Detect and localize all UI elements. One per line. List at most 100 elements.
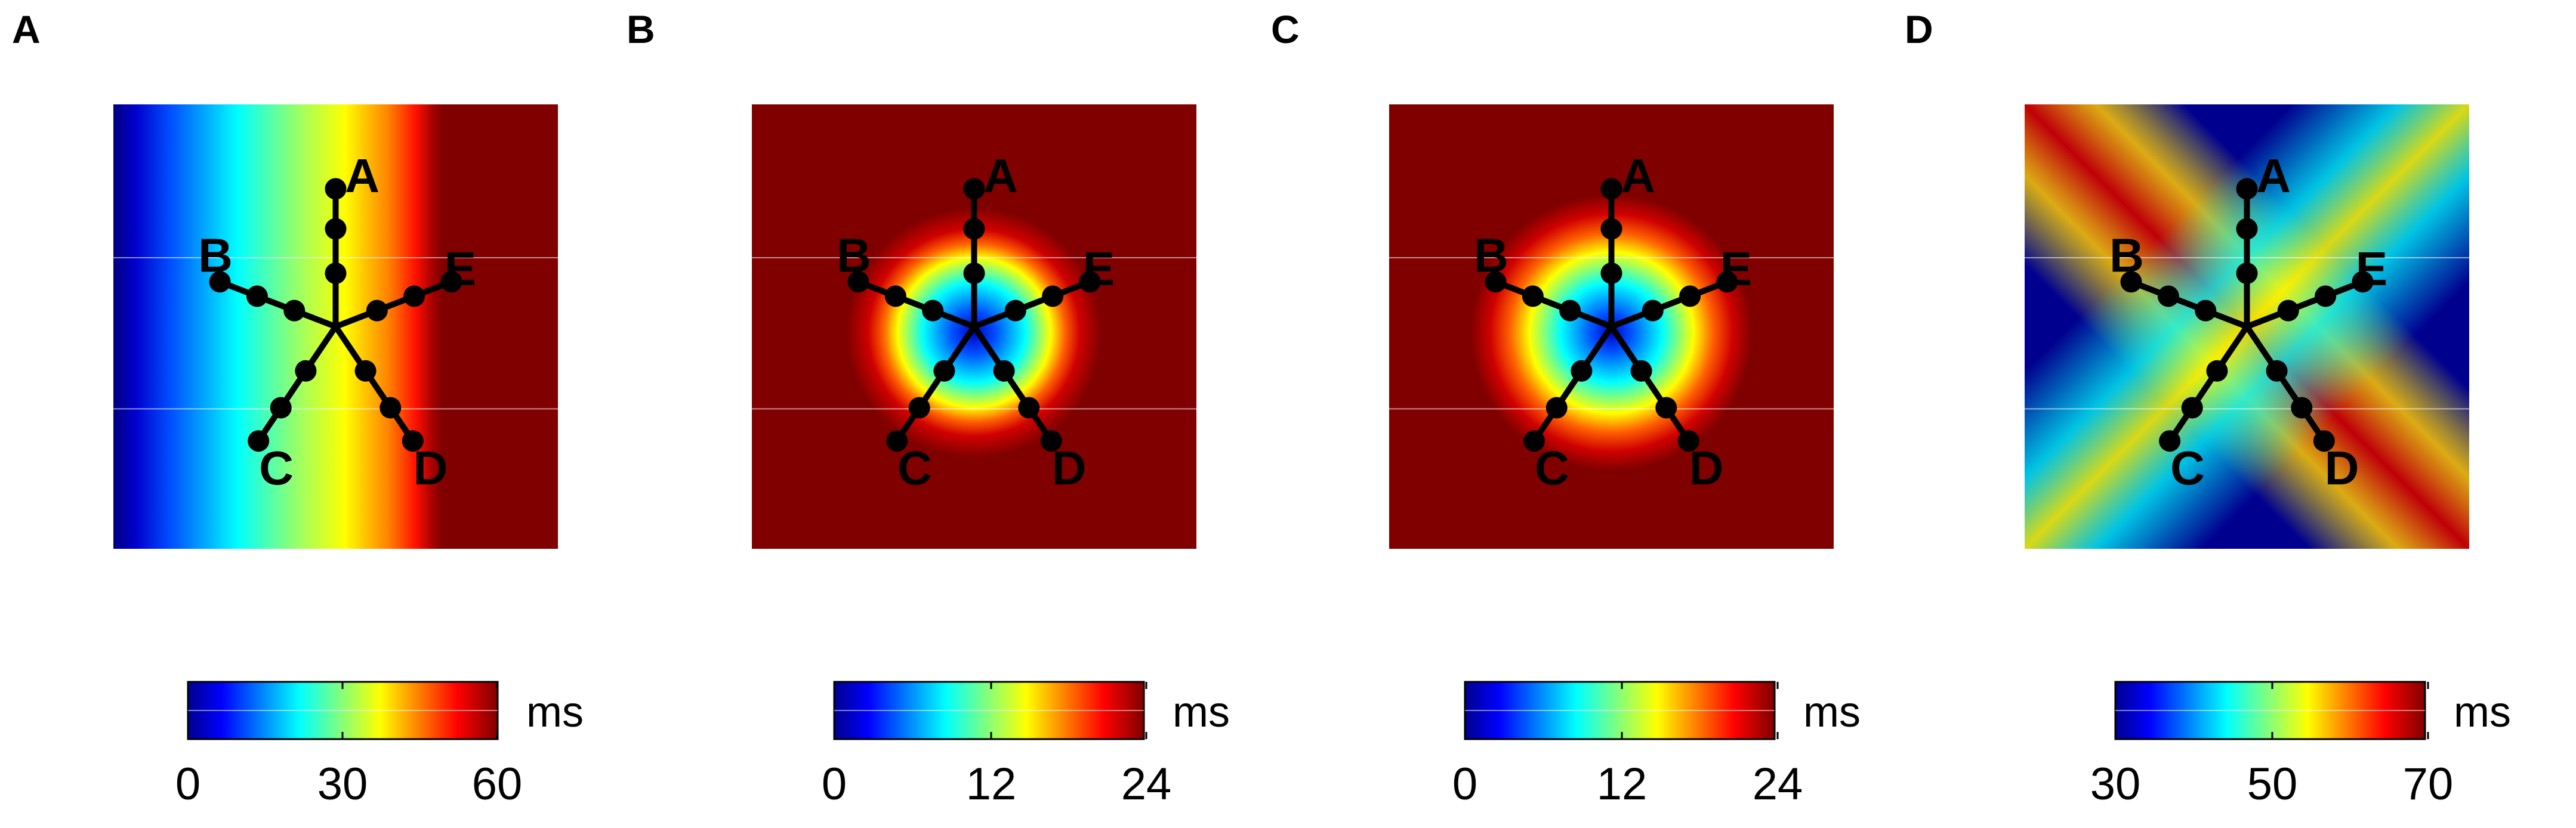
node-label: D <box>1052 441 1087 495</box>
node-label: C <box>2170 441 2205 495</box>
node-label: D <box>1689 441 1724 495</box>
dendrite-node <box>402 430 424 452</box>
dendrite-node <box>354 360 377 382</box>
node-label: B <box>2109 229 2144 282</box>
dendrite-node <box>1522 285 1544 307</box>
colorbar-unit: ms <box>1173 688 1230 736</box>
colorbar-unit: ms <box>2454 688 2511 736</box>
colorbar-tick-label: 0 <box>1452 759 1477 810</box>
panel-letter: A <box>12 7 41 51</box>
dendrite-node <box>246 285 268 307</box>
dendrite-node <box>2277 299 2299 322</box>
dendrite-node <box>1079 271 1101 293</box>
dendrite-node <box>1571 360 1593 382</box>
dendrite-branch <box>255 323 339 444</box>
dendrite-node <box>325 178 347 200</box>
dendrite-node <box>886 430 908 452</box>
dendrite-node <box>2181 397 2203 419</box>
dendrite-node <box>295 360 317 382</box>
node-label: C <box>1535 441 1569 495</box>
dendrite-branch <box>855 279 977 330</box>
dendrite-node <box>1630 360 1652 382</box>
neuron-morphology: A B C D E <box>198 149 476 495</box>
heatmap <box>1415 141 1807 524</box>
dendrite-node <box>1655 397 1677 419</box>
colorbar-tick-label: 0 <box>175 759 200 810</box>
dendrite-node <box>1600 178 1622 200</box>
colorbar-tick-label: 50 <box>2247 759 2298 810</box>
dendrite-node <box>993 360 1015 382</box>
colorbar-tick-label: 70 <box>2403 759 2454 810</box>
node-label: B <box>198 229 233 282</box>
dendrite-node <box>1600 218 1622 240</box>
neuron-morphology: A B C D E <box>1474 149 1752 495</box>
dendrite-branch <box>2244 279 2366 330</box>
dendrite-node <box>1545 397 1568 419</box>
dendrite-branch <box>894 323 977 444</box>
dendrite-node <box>248 430 270 452</box>
dendrite-node <box>1042 285 1064 307</box>
dendrite-branch <box>1608 279 1730 330</box>
dendrite-node <box>1600 262 1622 285</box>
neuron-morphology: A B C D E <box>837 149 1115 495</box>
colorbar-tick-label: 12 <box>966 759 1017 810</box>
dendrite-branch <box>2244 323 2327 444</box>
dendrite-node <box>380 397 402 419</box>
node-label: C <box>259 441 294 495</box>
node-label: B <box>1474 229 1508 282</box>
colorbar-tick-label: 0 <box>822 759 847 810</box>
colorbar-tick-label: 30 <box>317 759 368 810</box>
dendrite-node <box>847 271 869 293</box>
dendrite-branch <box>217 279 339 330</box>
dendrite-node <box>1004 299 1026 322</box>
dendrite-node <box>2236 178 2258 200</box>
dendrite-branch <box>332 279 455 330</box>
dendrite-node <box>209 271 231 293</box>
node-label: B <box>837 229 871 282</box>
dendrite-node <box>884 285 906 307</box>
node-label: A <box>345 149 380 202</box>
dendrite-node <box>2352 271 2374 293</box>
node-label: A <box>2256 149 2291 202</box>
colorbar-tick-label: 12 <box>1597 759 1648 810</box>
dendrite-node <box>2206 360 2228 382</box>
dendrite-node <box>1679 285 1701 307</box>
dendrite-branch <box>1531 323 1615 444</box>
dendrite-branch <box>1492 279 1615 330</box>
dendrite-node <box>2157 285 2179 307</box>
dendrite-node <box>1677 430 1699 452</box>
dendrite-node <box>2236 218 2258 240</box>
panel-letter: B <box>627 7 655 51</box>
dendrite-branch <box>332 323 416 444</box>
panel-letter: D <box>1905 7 1933 51</box>
dendrite-node <box>1523 430 1545 452</box>
colorbar-tick-label: 24 <box>1121 759 1172 810</box>
dendrite-node <box>963 262 985 285</box>
node-label: D <box>414 441 448 495</box>
dendrite-branch <box>971 323 1054 444</box>
dendrite-node <box>325 218 347 240</box>
dendrite-node <box>1485 271 1507 293</box>
neuron-morphology: A B C D E <box>2109 149 2387 495</box>
node-label: E <box>1720 242 1752 295</box>
dendrite-node <box>2236 262 2258 285</box>
dendrite-node <box>325 262 347 285</box>
dendrite-node <box>2195 299 2217 322</box>
node-label: D <box>2325 441 2359 495</box>
node-label: C <box>897 441 932 495</box>
node-label: A <box>983 149 1018 202</box>
dendrite-branch <box>1608 323 1692 444</box>
dendrite-node <box>963 178 985 200</box>
dendrite-node <box>270 397 292 419</box>
dendrite-node <box>1716 271 1738 293</box>
heatmap <box>792 154 1156 511</box>
dendrite-node <box>1642 299 1664 322</box>
dendrite-node <box>933 360 955 382</box>
colorbar-tick-label: 30 <box>2090 759 2141 810</box>
dendrite-node <box>366 299 388 322</box>
